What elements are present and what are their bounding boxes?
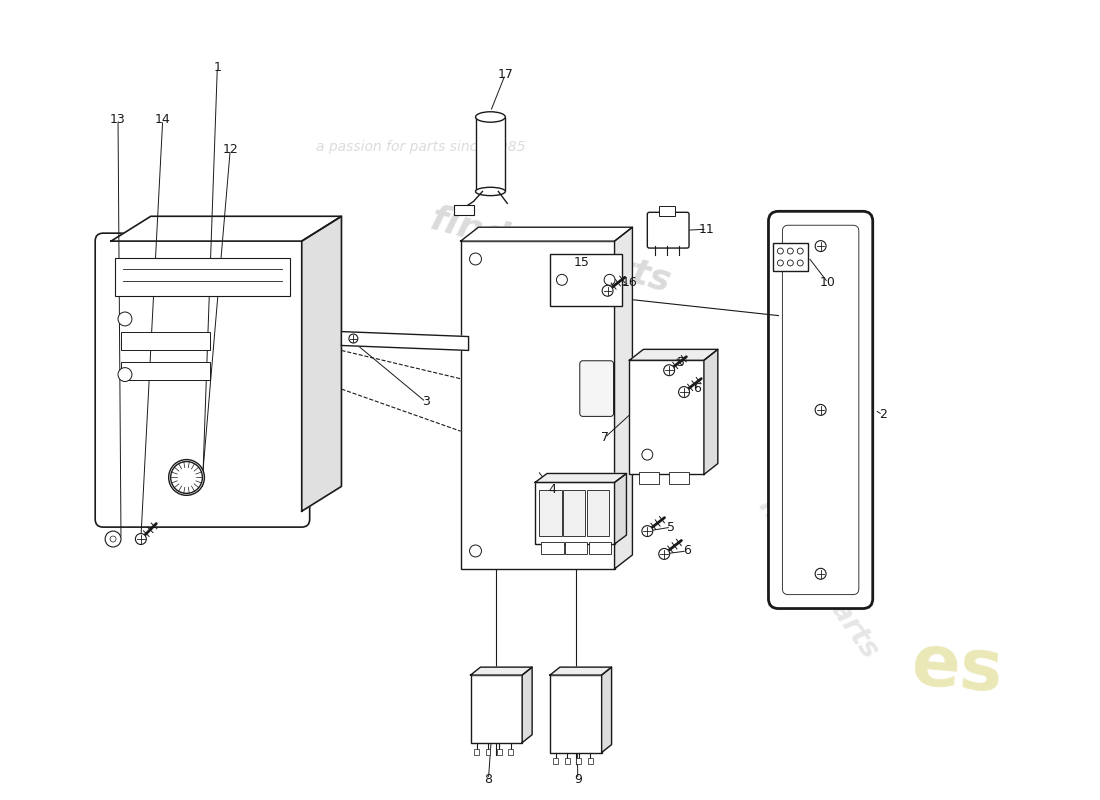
Bar: [475, 117, 505, 191]
Text: 11: 11: [698, 222, 715, 236]
Ellipse shape: [475, 187, 505, 196]
Polygon shape: [461, 227, 632, 241]
Text: 3: 3: [422, 395, 430, 409]
Bar: [659, 206, 675, 216]
Polygon shape: [550, 667, 612, 675]
Bar: [553, 758, 559, 765]
Circle shape: [679, 386, 690, 398]
Circle shape: [604, 274, 615, 286]
Text: 7: 7: [601, 431, 608, 444]
Bar: [773, 243, 808, 271]
Text: 5: 5: [678, 356, 685, 369]
Circle shape: [659, 549, 670, 559]
Circle shape: [815, 568, 826, 579]
Circle shape: [798, 260, 803, 266]
Text: 1: 1: [213, 61, 221, 74]
Bar: [539, 490, 562, 536]
Text: 6: 6: [693, 382, 701, 394]
Circle shape: [788, 260, 793, 266]
Circle shape: [798, 248, 803, 254]
Text: 12: 12: [222, 143, 238, 156]
Bar: [587, 758, 593, 765]
FancyBboxPatch shape: [782, 226, 859, 594]
Polygon shape: [704, 350, 718, 474]
Polygon shape: [471, 667, 532, 675]
Circle shape: [170, 462, 202, 494]
Circle shape: [118, 368, 132, 382]
Circle shape: [557, 274, 568, 286]
Polygon shape: [341, 331, 469, 350]
Text: 9: 9: [574, 773, 582, 786]
Bar: [453, 206, 473, 215]
Bar: [629, 360, 704, 474]
Bar: [565, 542, 587, 554]
Text: es: es: [909, 630, 1006, 706]
Bar: [541, 542, 563, 554]
Text: 16: 16: [621, 276, 637, 290]
Bar: [550, 675, 602, 753]
Text: findmyparts: findmyparts: [752, 493, 884, 665]
Text: 8: 8: [484, 773, 493, 786]
Text: 15: 15: [574, 257, 590, 270]
Bar: [121, 333, 210, 350]
Text: 6: 6: [683, 545, 691, 558]
Bar: [471, 675, 522, 742]
Bar: [669, 473, 689, 485]
Bar: [550, 254, 622, 306]
Circle shape: [642, 449, 652, 460]
Text: 4: 4: [548, 483, 556, 496]
Text: a passion for parts since 1985: a passion for parts since 1985: [316, 140, 526, 154]
Bar: [586, 490, 609, 536]
Polygon shape: [615, 474, 627, 544]
FancyBboxPatch shape: [580, 361, 614, 416]
Circle shape: [349, 334, 358, 343]
Text: 17: 17: [497, 68, 514, 81]
Text: 13: 13: [110, 114, 125, 126]
Bar: [639, 473, 659, 485]
Polygon shape: [301, 216, 341, 511]
Text: 10: 10: [821, 276, 836, 290]
FancyBboxPatch shape: [96, 233, 310, 527]
Circle shape: [642, 526, 652, 537]
Circle shape: [168, 459, 205, 495]
Circle shape: [470, 545, 482, 557]
Polygon shape: [615, 227, 632, 569]
Bar: [535, 482, 615, 544]
Circle shape: [788, 248, 793, 254]
Circle shape: [778, 248, 783, 254]
Circle shape: [815, 405, 826, 415]
Circle shape: [602, 286, 613, 296]
Bar: [508, 749, 514, 754]
Circle shape: [135, 534, 146, 545]
Polygon shape: [602, 667, 612, 753]
FancyBboxPatch shape: [647, 212, 689, 248]
Bar: [116, 258, 289, 296]
Bar: [461, 241, 615, 569]
Bar: [497, 749, 502, 754]
Polygon shape: [535, 474, 627, 482]
Polygon shape: [111, 216, 341, 241]
Circle shape: [815, 241, 826, 251]
Bar: [485, 749, 491, 754]
Text: findmyparts: findmyparts: [426, 202, 674, 299]
Circle shape: [663, 365, 674, 376]
Bar: [576, 758, 582, 765]
Bar: [474, 749, 478, 754]
Polygon shape: [629, 350, 718, 360]
Bar: [563, 490, 585, 536]
Text: 2: 2: [879, 408, 887, 422]
Bar: [121, 362, 210, 380]
Text: 5: 5: [668, 521, 675, 534]
Circle shape: [110, 536, 115, 542]
Circle shape: [118, 312, 132, 326]
FancyBboxPatch shape: [769, 211, 872, 609]
Bar: [588, 542, 612, 554]
Polygon shape: [522, 667, 532, 742]
Circle shape: [470, 253, 482, 265]
Circle shape: [778, 260, 783, 266]
Bar: [565, 758, 570, 765]
Circle shape: [106, 531, 121, 547]
Text: 14: 14: [155, 114, 170, 126]
Ellipse shape: [475, 112, 505, 122]
